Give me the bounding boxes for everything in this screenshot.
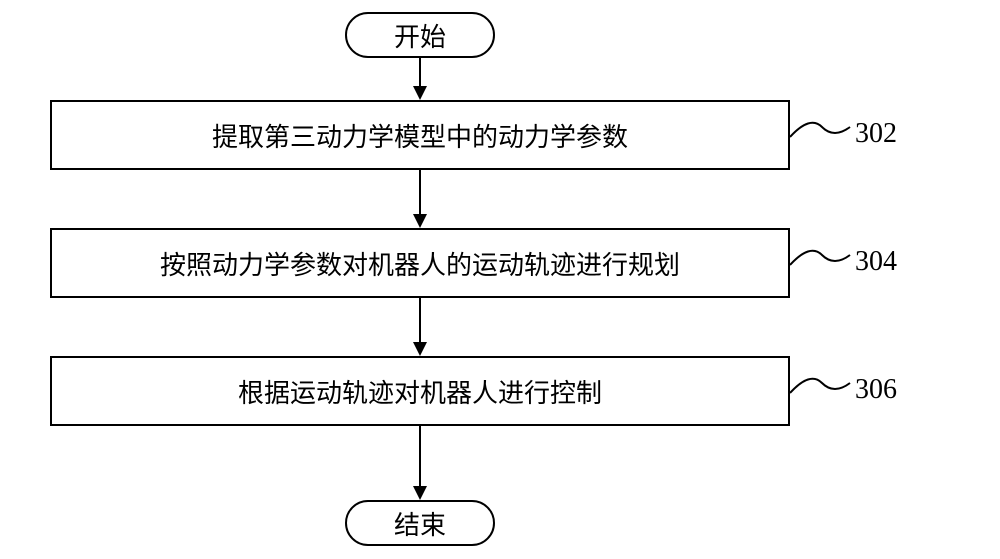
arrow-head: [413, 486, 427, 500]
label-306: 306: [855, 374, 897, 406]
arrow-line: [419, 298, 421, 342]
process-302: 提取第三动力学模型中的动力学参数: [50, 100, 790, 170]
label-304: 304: [855, 246, 897, 278]
arrow-line: [419, 426, 421, 486]
curve-306: [790, 371, 852, 401]
arrow-head: [413, 342, 427, 356]
terminator-end-label: 结束: [394, 505, 446, 542]
arrow-line: [419, 170, 421, 214]
curve-304: [790, 243, 852, 273]
process-304-text: 按照动力学参数对机器人的运动轨迹进行规划: [160, 245, 680, 282]
terminator-start: 开始: [345, 12, 495, 58]
process-304: 按照动力学参数对机器人的运动轨迹进行规划: [50, 228, 790, 298]
terminator-start-label: 开始: [394, 17, 446, 54]
arrow-head: [413, 86, 427, 100]
process-306-text: 根据运动轨迹对机器人进行控制: [238, 373, 602, 410]
process-302-text: 提取第三动力学模型中的动力学参数: [212, 117, 628, 154]
arrow-line: [419, 58, 421, 86]
curve-302: [790, 115, 852, 145]
flowchart-canvas: 开始 提取第三动力学模型中的动力学参数 302 按照动力学参数对机器人的运动轨迹…: [0, 0, 1000, 559]
label-302: 302: [855, 118, 897, 150]
arrow-head: [413, 214, 427, 228]
terminator-end: 结束: [345, 500, 495, 546]
process-306: 根据运动轨迹对机器人进行控制: [50, 356, 790, 426]
